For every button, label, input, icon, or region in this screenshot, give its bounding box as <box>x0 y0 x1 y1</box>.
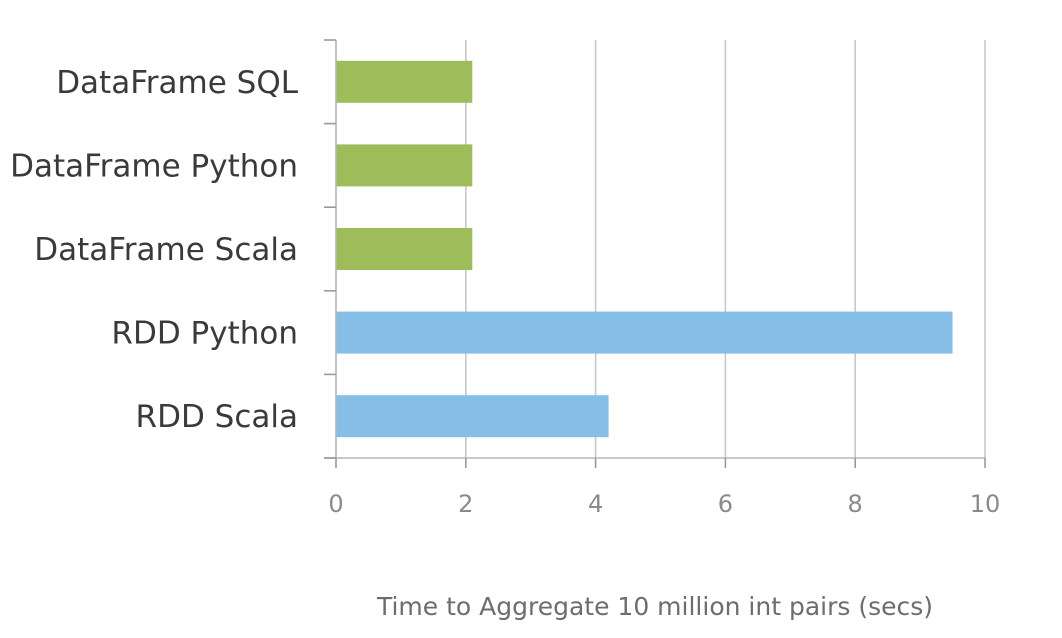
bars <box>336 60 953 438</box>
bar <box>336 228 473 270</box>
x-axis-title: Time to Aggregate 10 million int pairs (… <box>376 592 933 621</box>
x-tick-label: 10 <box>970 490 1001 518</box>
x-tick-label: 0 <box>328 490 343 518</box>
category-label: DataFrame SQL <box>56 65 299 101</box>
axes <box>324 39 986 468</box>
category-label: RDD Python <box>111 316 298 352</box>
category-label: DataFrame Python <box>10 148 298 184</box>
category-label: RDD Scala <box>136 399 298 435</box>
x-tick-label: 2 <box>458 490 473 518</box>
bar <box>336 144 473 187</box>
bar <box>336 60 473 103</box>
gridlines <box>464 40 986 458</box>
bar <box>336 311 953 354</box>
x-tick-label: 8 <box>848 490 863 518</box>
x-tick-label: 4 <box>588 490 603 518</box>
bar <box>336 395 609 438</box>
x-tick-label: 6 <box>718 490 733 518</box>
category-label: DataFrame Scala <box>34 232 298 268</box>
labels: 0 2 4 6 8 10 DataFrame SQL DataFrame Python Data… <box>10 65 1000 518</box>
